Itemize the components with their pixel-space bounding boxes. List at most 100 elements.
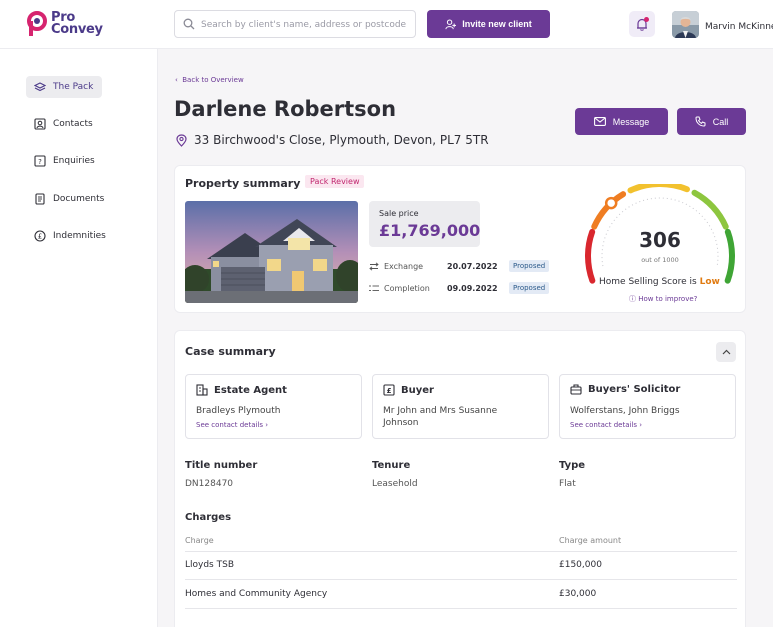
sale-price-label: Sale price [379,209,419,218]
gauge-segment-yellow [627,184,690,194]
tenure-value: Leasehold [372,479,418,489]
notifications-button[interactable] [629,11,655,37]
tenure-label: Tenure [372,460,411,471]
party-title: Estate Agent [214,384,287,396]
call-button[interactable]: Call [677,108,746,135]
score-value: 306 [639,228,681,252]
title-number-value: DN128470 [185,479,234,489]
svg-text:?: ? [38,158,42,166]
avatar-image [672,11,699,38]
collapse-button[interactable] [716,342,736,362]
user-name[interactable]: Marvin McKinne [705,22,773,32]
charge-row-2-amount: £30,000 [559,589,597,599]
see-contact-details-link[interactable]: See contact details › [196,421,269,429]
mail-icon [593,117,606,126]
sidebar-item-label: Indemnities [53,231,106,241]
score-level: Low [699,277,720,287]
logo-line1: Pro [51,10,75,25]
pound-icon: £ [34,230,46,242]
charge-column-header: Charge [185,536,214,545]
invite-new-client-button[interactable]: Invite new client [427,10,550,38]
main-content: ‹ Back to Overview Darlene Robertson 33 … [158,49,773,627]
score-max: out of 1000 [641,256,679,264]
briefcase-icon [570,384,582,395]
sale-price-value: £1,769,000 [379,221,481,240]
exchange-row: Exchange 20.07.2022 Proposed [369,260,550,272]
bell-icon [637,18,647,31]
party-body: Bradleys Plymouth [196,406,281,416]
checklist-icon [369,285,379,291]
add-user-icon [445,19,457,29]
buyer-card: £ Buyer Mr John and Mrs Susanne Johnson [372,374,549,439]
charge-row-1-name: Lloyds TSB [185,560,234,570]
divider [185,551,737,552]
completion-date: 09.09.2022 [447,283,498,293]
sidebar-item-indemnities[interactable]: £ Indemnities [26,225,114,247]
pound-card-icon: £ [383,384,395,396]
pack-review-badge: Pack Review [305,175,365,188]
layers-icon [34,81,46,91]
gauge-segment-lightgreen [691,189,729,230]
type-value: Flat [559,479,576,489]
completion-row: Completion 09.09.2022 Proposed [369,282,550,294]
building-icon [196,384,208,396]
charges-title: Charges [185,512,232,523]
completion-status-badge: Proposed [509,282,550,294]
message-button[interactable]: Message [575,108,668,135]
question-icon: ? [34,155,46,167]
how-to-improve-link[interactable]: ⓘ How to improve? [629,294,697,304]
party-body: Wolferstans, John Briggs [570,406,680,416]
location-pin-icon [176,133,187,147]
gauge-marker [604,196,618,210]
sidebar-item-label: The Pack [53,82,94,92]
top-bar: Pro Convey Invite new client [0,0,773,49]
logo-mark-icon [27,11,47,36]
phone-icon [695,116,706,127]
avatar[interactable] [672,11,699,38]
type-label: Type [559,460,586,471]
sale-price-box: Sale price £1,769,000 [369,201,480,247]
call-label: Call [712,116,729,127]
charge-row-2-name: Homes and Community Agency [185,589,328,599]
gauge-inner-dots [601,197,719,267]
sidebar-item-the-pack[interactable]: The Pack [26,76,102,98]
sidebar-item-enquiries[interactable]: ? Enquiries [26,150,103,172]
case-summary-title: Case summary [185,345,276,358]
svg-text:£: £ [38,233,42,241]
logo-text: Pro Convey [51,10,103,37]
sidebar: The Pack Contacts ? Enquiries Documents … [0,49,158,627]
exchange-status-badge: Proposed [509,260,550,272]
contact-card-icon [34,118,46,130]
score-text: Home Selling Score is [599,277,700,287]
chevron-left-icon: ‹ [175,76,183,84]
charge-row-1-amount: £150,000 [559,560,602,570]
logo[interactable]: Pro Convey [26,10,106,40]
search-icon [183,18,195,30]
completion-label: Completion [384,283,430,293]
case-summary-card: Case summary Estate Agent Bradleys Plymo… [174,330,746,627]
link-label: See contact details [196,421,264,429]
back-to-overview-link[interactable]: ‹ Back to Overview [175,76,244,84]
exchange-date: 20.07.2022 [447,261,498,271]
sidebar-item-contacts[interactable]: Contacts [26,113,101,135]
party-body: Mr John and Mrs Susanne Johnson [383,406,498,428]
logo-line2: Convey [51,22,103,37]
sidebar-item-label: Documents [53,194,105,204]
search-box [174,10,416,38]
sidebar-item-documents[interactable]: Documents [26,188,112,210]
see-contact-details-link[interactable]: See contact details › [570,421,643,429]
gauge-segment-orange [591,191,627,230]
charge-amount-column-header: Charge amount [559,536,622,545]
client-address: 33 Birchwood's Close, Plymouth, Devon, P… [176,133,489,147]
party-title: Buyers' Solicitor [588,384,681,395]
svg-text:£: £ [387,387,392,395]
divider [185,608,737,609]
gauge-segment-green [724,228,735,284]
chevron-up-icon [722,349,730,355]
title-number-label: Title number [185,460,258,471]
home-selling-score-gauge: 306 out of 1000 [585,184,735,284]
swap-icon [369,261,379,271]
property-photo [185,201,358,303]
sidebar-item-label: Enquiries [53,156,95,166]
search-input[interactable] [201,16,411,33]
